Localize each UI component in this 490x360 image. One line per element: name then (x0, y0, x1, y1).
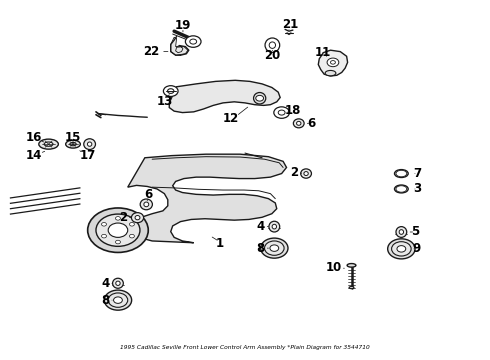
Circle shape (265, 241, 284, 255)
Circle shape (261, 238, 288, 258)
Text: 13: 13 (156, 95, 172, 108)
Ellipse shape (399, 230, 404, 234)
Text: 22: 22 (143, 45, 159, 58)
Text: 12: 12 (222, 112, 239, 125)
Ellipse shape (325, 71, 336, 76)
Text: 17: 17 (79, 149, 96, 162)
Ellipse shape (44, 142, 53, 146)
Ellipse shape (304, 172, 308, 176)
Ellipse shape (394, 170, 408, 177)
Text: 20: 20 (264, 49, 280, 62)
Ellipse shape (116, 281, 120, 285)
Ellipse shape (349, 287, 354, 289)
Ellipse shape (301, 169, 312, 178)
Circle shape (129, 222, 134, 226)
Text: 8: 8 (101, 294, 110, 307)
Text: 6: 6 (307, 117, 315, 130)
Circle shape (116, 240, 121, 244)
Circle shape (392, 242, 411, 256)
Circle shape (129, 234, 134, 238)
Ellipse shape (113, 278, 123, 288)
Ellipse shape (396, 186, 407, 192)
Circle shape (101, 222, 106, 226)
Ellipse shape (84, 139, 96, 149)
Circle shape (185, 36, 201, 47)
Ellipse shape (269, 221, 280, 232)
Ellipse shape (168, 89, 174, 93)
Circle shape (397, 246, 406, 252)
Circle shape (274, 107, 290, 118)
Ellipse shape (144, 202, 149, 207)
Text: 10: 10 (326, 261, 342, 274)
Text: 14: 14 (26, 149, 42, 162)
Text: 11: 11 (315, 46, 331, 59)
Text: 19: 19 (175, 19, 191, 32)
Text: 2: 2 (119, 211, 127, 224)
Text: 16: 16 (26, 131, 42, 144)
Polygon shape (128, 154, 287, 243)
Ellipse shape (394, 185, 408, 193)
Ellipse shape (272, 224, 276, 229)
Ellipse shape (396, 226, 407, 237)
Ellipse shape (70, 143, 76, 146)
Text: 1: 1 (216, 237, 223, 250)
Circle shape (96, 214, 140, 246)
Circle shape (114, 297, 122, 303)
Text: 15: 15 (65, 131, 81, 144)
Circle shape (104, 290, 132, 310)
Ellipse shape (87, 142, 92, 146)
Polygon shape (169, 80, 280, 113)
Ellipse shape (131, 213, 144, 223)
Ellipse shape (347, 264, 356, 267)
Text: 21: 21 (282, 18, 298, 31)
Ellipse shape (66, 140, 80, 148)
Text: 6: 6 (144, 188, 152, 201)
Ellipse shape (135, 216, 140, 220)
Polygon shape (171, 37, 188, 55)
Ellipse shape (396, 170, 407, 177)
Circle shape (278, 110, 285, 115)
Circle shape (270, 245, 279, 251)
Circle shape (108, 293, 128, 307)
Text: 18: 18 (285, 104, 301, 117)
Ellipse shape (265, 38, 280, 52)
Circle shape (116, 217, 121, 220)
Ellipse shape (140, 199, 152, 210)
Text: 4: 4 (101, 277, 110, 290)
Text: 7: 7 (413, 167, 421, 180)
Text: 1995 Cadillac Seville Front Lower Control Arm Assembly *Plain Diagram for 354471: 1995 Cadillac Seville Front Lower Contro… (120, 345, 370, 350)
Text: 3: 3 (413, 183, 421, 195)
Circle shape (108, 223, 128, 237)
Circle shape (101, 234, 106, 238)
Text: 8: 8 (256, 242, 265, 255)
Circle shape (88, 208, 148, 252)
Circle shape (190, 39, 196, 44)
Ellipse shape (163, 86, 178, 96)
Ellipse shape (253, 93, 266, 104)
Circle shape (256, 95, 264, 101)
Polygon shape (318, 50, 347, 76)
Circle shape (327, 58, 339, 67)
Text: 9: 9 (412, 242, 420, 255)
Circle shape (388, 239, 415, 259)
Text: 5: 5 (411, 225, 419, 238)
Ellipse shape (294, 119, 304, 128)
Ellipse shape (269, 42, 275, 48)
Ellipse shape (39, 139, 58, 149)
Ellipse shape (398, 172, 404, 175)
Ellipse shape (398, 187, 404, 191)
Ellipse shape (296, 121, 301, 125)
Circle shape (331, 60, 335, 64)
Text: 2: 2 (290, 166, 298, 179)
Text: 4: 4 (256, 220, 265, 233)
